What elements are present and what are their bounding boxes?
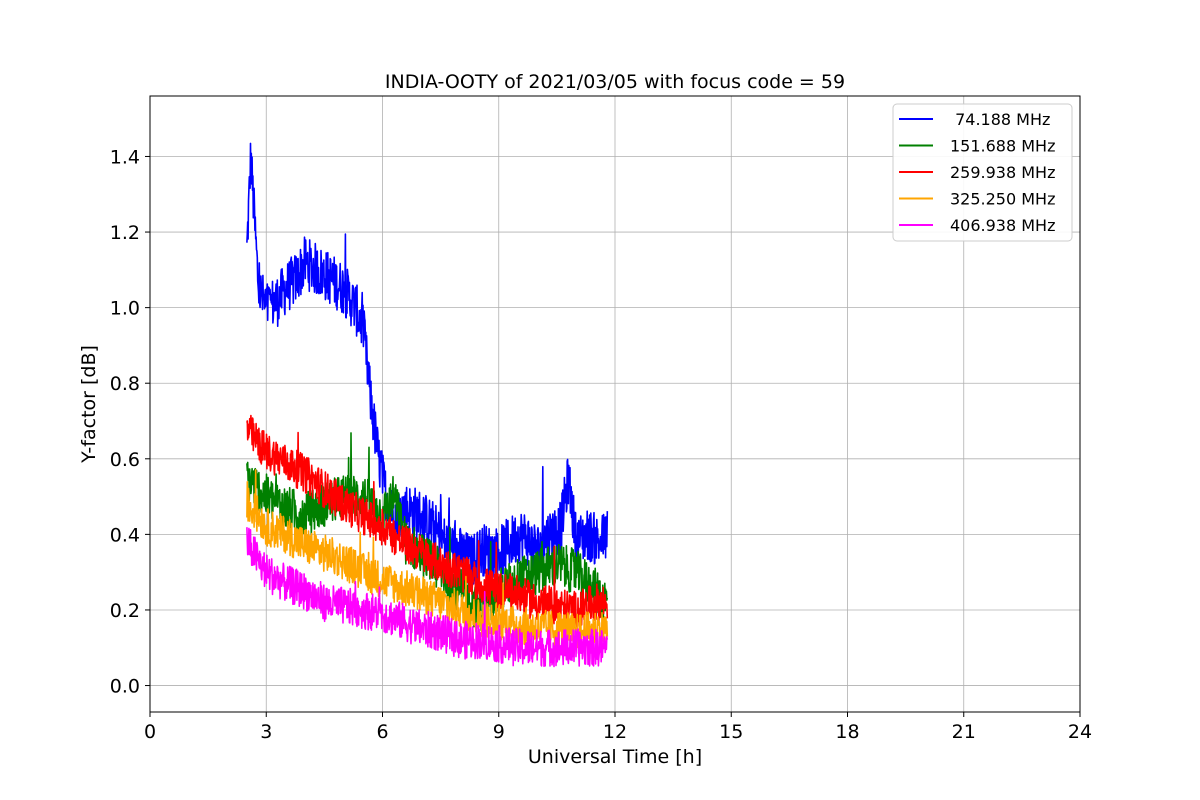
legend: 74.188 MHz 151.688 MHz 259.938 MHz 325.250 … — [892, 103, 1073, 242]
y-tick-label: 1.0 — [110, 298, 140, 320]
y-tick-label: 0.0 — [110, 676, 140, 698]
y-axis-label: Y-factor [dB] — [78, 345, 100, 464]
y-tick-label: 0.6 — [110, 449, 140, 471]
legend-label-3: 325.250 MHz — [950, 190, 1055, 209]
x-tick-label: 0 — [144, 721, 156, 743]
x-tick-label: 18 — [835, 721, 859, 743]
series-group — [246, 142, 609, 668]
x-axis-ticks: 0 3 6 9 12 15 18 21 24 — [144, 712, 1092, 743]
x-tick-label: 21 — [952, 721, 976, 743]
x-tick-label: 3 — [260, 721, 272, 743]
legend-label-1: 151.688 MHz — [950, 137, 1055, 156]
series-line-2 — [246, 414, 609, 630]
legend-label-4: 406.938 MHz — [950, 216, 1055, 235]
y-tick-label: 0.2 — [110, 600, 140, 622]
y-axis-ticks: 0.0 0.2 0.4 0.6 0.8 1.0 1.2 1.4 — [110, 146, 150, 698]
legend-entries: 74.188 MHz 151.688 MHz 259.938 MHz 325.250 … — [899, 110, 1055, 235]
y-tick-label: 0.4 — [110, 524, 140, 546]
series-line-4 — [246, 527, 609, 668]
x-tick-label: 15 — [719, 721, 743, 743]
x-tick-label: 9 — [493, 721, 505, 743]
y-tick-label: 1.2 — [110, 222, 140, 244]
legend-label-2: 259.938 MHz — [950, 163, 1055, 182]
y-tick-label: 1.4 — [110, 146, 140, 168]
x-tick-label: 6 — [376, 721, 388, 743]
y-tick-label: 0.8 — [110, 373, 140, 395]
legend-label-0: 74.188 MHz — [950, 110, 1050, 129]
x-tick-label: 12 — [603, 721, 627, 743]
legend-box — [892, 103, 1073, 242]
series-line-1 — [246, 432, 609, 632]
chart-title: INDIA-OOTY of 2021/03/05 with focus code… — [385, 71, 845, 93]
x-axis-label: Universal Time [h] — [528, 746, 702, 768]
x-tick-label: 24 — [1068, 721, 1092, 743]
